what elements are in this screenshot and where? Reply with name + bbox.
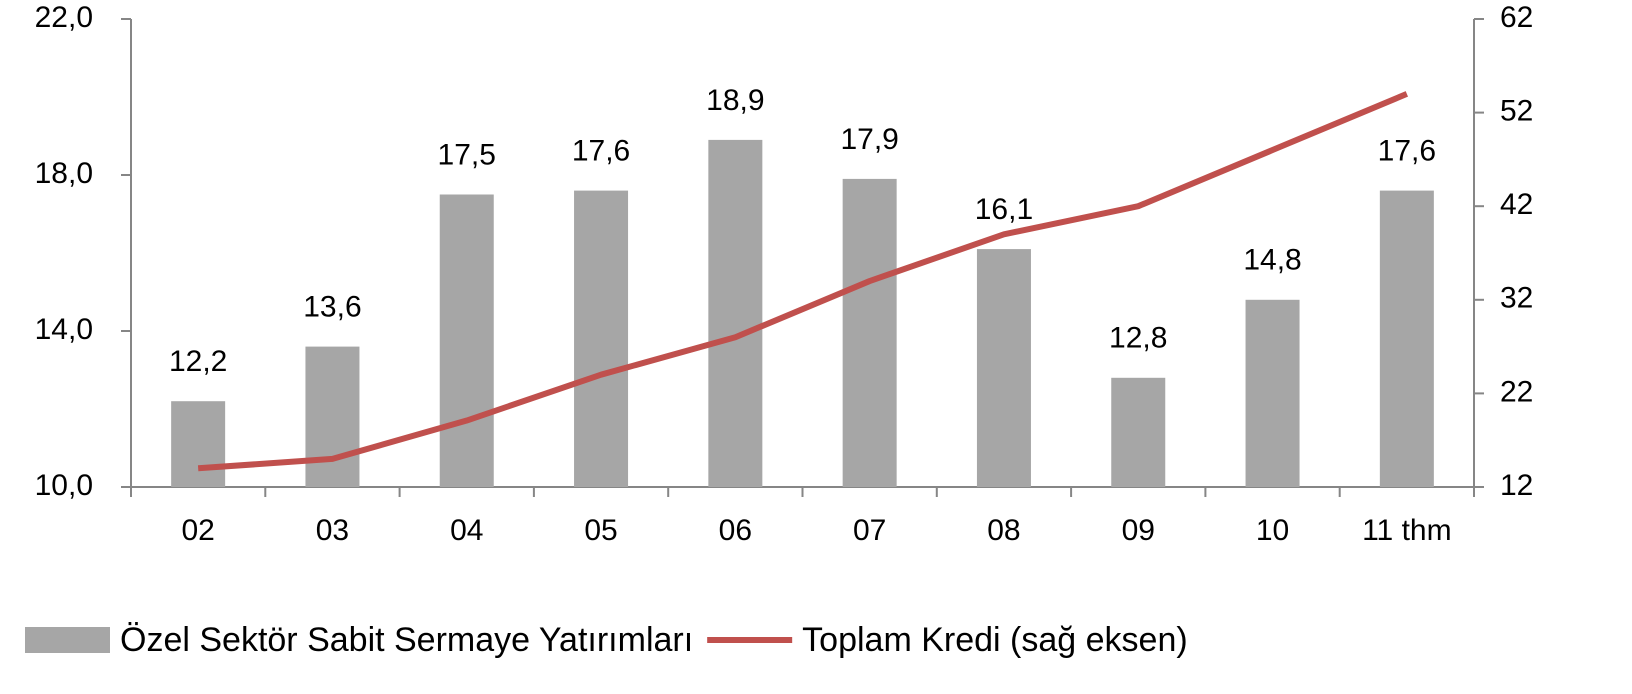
legend-label: Toplam Kredi (sağ eksen) (802, 621, 1188, 659)
x-tick-label: 04 (450, 514, 483, 547)
x-tick-label: 08 (987, 514, 1020, 547)
bar (1245, 299, 1300, 487)
line (197, 91, 1409, 472)
y2-tick-label: 32 (1500, 282, 1533, 315)
y2-tick-label: 12 (1500, 469, 1533, 502)
x-tick-label: 05 (584, 514, 617, 547)
value-label: 13,6 (303, 291, 361, 324)
y-tick-label: 14,0 (35, 313, 93, 346)
x-tick-label: 09 (1122, 514, 1155, 547)
value-label: 18,9 (706, 84, 764, 117)
bar (574, 190, 629, 487)
x-tick-label: 03 (316, 514, 349, 547)
y2-tick-label: 52 (1500, 95, 1533, 128)
x-tick-label: 11 thm (1362, 514, 1452, 547)
value-label: 14,8 (1243, 244, 1301, 277)
y-tick-label: 22,0 (35, 1, 93, 34)
value-label: 17,9 (840, 123, 898, 156)
value-label: 17,6 (1378, 135, 1436, 168)
y2-tick-label: 62 (1500, 1, 1533, 34)
x-tick-label: 10 (1256, 514, 1289, 547)
bar (842, 178, 897, 487)
value-label: 12,8 (1109, 322, 1167, 355)
x-tick-label: 02 (181, 514, 214, 547)
x-tick-label: 07 (853, 514, 886, 547)
bar (708, 139, 763, 487)
value-label: 16,1 (975, 193, 1033, 226)
y2-tick-label: 22 (1500, 375, 1533, 408)
bar (1111, 377, 1166, 487)
legend-swatch (25, 627, 110, 653)
y-tick-label: 10,0 (35, 469, 93, 502)
y-tick-label: 18,0 (35, 157, 93, 190)
x-tick-label: 06 (719, 514, 752, 547)
bar (976, 249, 1031, 487)
bar (305, 346, 360, 487)
value-label: 17,6 (572, 135, 630, 168)
value-label: 17,5 (438, 138, 496, 171)
bar (171, 401, 226, 487)
bar (1379, 190, 1434, 487)
y2-tick-label: 42 (1500, 188, 1533, 221)
bar (439, 194, 494, 487)
legend-label: Özel Sektör Sabit Sermaye Yatırımları (120, 621, 693, 659)
value-label: 12,2 (169, 345, 227, 378)
